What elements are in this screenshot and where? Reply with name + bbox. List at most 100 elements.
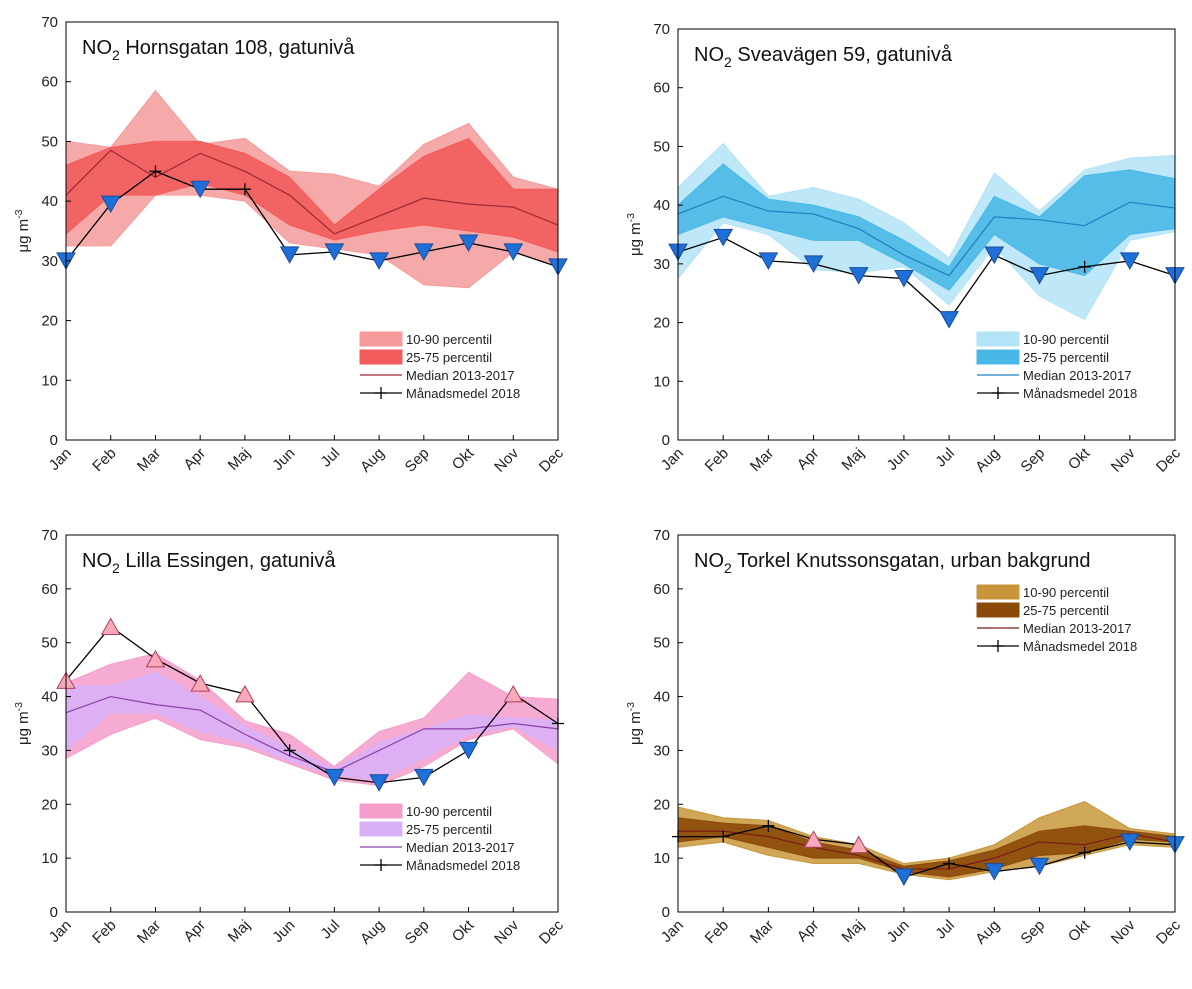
marker-plus: [943, 857, 956, 870]
y-axis-label: μg m-3: [625, 702, 644, 745]
x-tick-label: Jul: [932, 445, 958, 471]
x-tick-label: Sep: [402, 917, 433, 948]
marker-below: [984, 246, 1005, 265]
x-tick-label: Maj: [225, 917, 254, 946]
marker-below: [413, 243, 434, 261]
y-tick-label: 50: [653, 635, 670, 652]
legend-swatch: [359, 331, 403, 347]
legend-label: Median 2013-2017: [1023, 368, 1131, 383]
x-tick-label: Nov: [1108, 916, 1139, 947]
legend-swatch: [976, 331, 1020, 347]
y-tick-label: 10: [41, 372, 58, 389]
marker-below: [458, 234, 479, 252]
monthly-line: [65, 170, 559, 268]
legend-label: Månadsmedel 2018: [406, 858, 520, 873]
median-line: [678, 830, 1176, 870]
x-tick-label: Maj: [838, 445, 867, 474]
y-axis-label: μg m-3: [625, 213, 644, 256]
marker-above: [503, 684, 524, 703]
plot-frame: [65, 534, 559, 913]
y-tick-label: 0: [662, 904, 670, 921]
x-tick-label: Apr: [180, 445, 209, 474]
marker-below: [324, 768, 345, 787]
x-tick-label: Okt: [449, 444, 478, 473]
marker-below: [939, 311, 959, 329]
legend-swatch: [359, 821, 403, 837]
legend-label: 25-75 percentil: [1023, 603, 1109, 618]
y-tick-label: 10: [653, 850, 670, 867]
marker-above: [190, 674, 211, 692]
marker-below: [369, 774, 389, 792]
y-tick-label: 50: [41, 635, 58, 652]
chart-title: NO2 Torkel Knutssonsgatan, urban bakgrun…: [694, 550, 1091, 576]
x-tick-label: Aug: [357, 445, 388, 476]
x-tick-label: Apr: [794, 445, 823, 474]
y-tick-label: 10: [41, 850, 58, 867]
x-tick-label: Apr: [180, 917, 209, 946]
x-tick-label: Jan: [658, 917, 687, 946]
x-tick-label: Sep: [402, 445, 433, 476]
marker-below: [503, 243, 524, 261]
legend-label: 10-90 percentil: [1023, 585, 1109, 600]
y-tick-label: 30: [653, 742, 670, 759]
y-tick-label: 10: [653, 373, 670, 390]
x-tick-label: Feb: [89, 917, 119, 947]
x-tick-label: Okt: [1065, 444, 1094, 473]
x-tick-label: Okt: [449, 916, 478, 945]
y-tick-label: 30: [653, 256, 670, 273]
marker-above: [100, 617, 121, 636]
x-tick-label: Apr: [794, 917, 823, 946]
x-tick-label: Aug: [972, 445, 1003, 476]
x-tick-label: Nov: [491, 444, 522, 475]
x-tick-label: Jul: [932, 917, 958, 943]
chart-title: NO2 Lilla Essingen, gatunivå: [82, 550, 336, 576]
marker-below: [190, 180, 211, 199]
legend-swatch: [359, 803, 403, 819]
marker-below: [1029, 267, 1050, 285]
x-tick-label: Jun: [884, 917, 913, 946]
x-tick-label: Jun: [884, 445, 913, 474]
legend-label: Månadsmedel 2018: [1023, 639, 1137, 654]
marker-below: [279, 246, 300, 264]
x-tick-label: Okt: [1065, 916, 1094, 945]
y-axis-label: μg m-3: [13, 702, 32, 745]
median-line: [65, 149, 559, 235]
y-tick-label: 40: [41, 193, 58, 210]
x-tick-label: Jul: [318, 445, 344, 471]
y-tick-label: 20: [653, 315, 670, 332]
marker-below: [984, 863, 1005, 881]
legend-label: Median 2013-2017: [1023, 621, 1131, 636]
x-tick-label: Mar: [747, 445, 777, 475]
marker-below: [324, 243, 345, 261]
x-tick-label: Maj: [225, 445, 254, 474]
legend-label: 25-75 percentil: [406, 822, 492, 837]
marker-above: [235, 684, 255, 703]
legend-swatch: [359, 349, 403, 365]
legend-swatch: [976, 602, 1020, 618]
x-tick-label: Maj: [838, 917, 867, 946]
x-tick-label: Jan: [658, 445, 687, 474]
legend-label: Månadsmedel 2018: [406, 386, 520, 401]
legend-label: Månadsmedel 2018: [1023, 386, 1137, 401]
y-tick-label: 60: [653, 80, 670, 97]
marker-plus: [717, 830, 730, 843]
marker-plus: [283, 744, 296, 757]
marker-plus: [238, 183, 251, 196]
legend-label: 25-75 percentil: [1023, 350, 1109, 365]
x-tick-label: Feb: [89, 445, 119, 475]
monthly-line: [677, 236, 1176, 321]
y-tick-label: 70: [653, 21, 670, 38]
legend-marker: [375, 859, 387, 871]
chart-title: NO2 Hornsgatan 108, gatunivå: [82, 37, 355, 63]
marker-plus: [149, 165, 162, 178]
y-tick-label: 70: [41, 14, 58, 31]
y-axis-label: μg m-3: [13, 209, 32, 252]
legend-label: 10-90 percentil: [406, 332, 492, 347]
x-tick-label: Jul: [318, 917, 344, 943]
y-tick-label: 40: [653, 197, 670, 214]
x-tick-label: Jan: [46, 445, 75, 474]
marker-above: [848, 835, 869, 854]
legend-label: 10-90 percentil: [1023, 332, 1109, 347]
marker-below: [413, 768, 434, 787]
